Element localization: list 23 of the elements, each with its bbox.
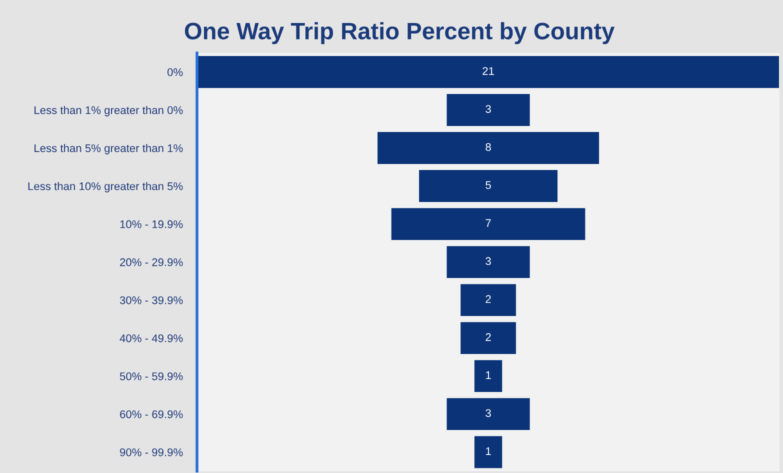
data-label: 3 xyxy=(486,409,491,418)
category-label: Less than 1% greater than 0% xyxy=(34,106,183,116)
data-label: 8 xyxy=(486,143,491,151)
data-label: 3 xyxy=(486,105,491,113)
category-label: 50% - 59.9% xyxy=(120,372,183,380)
data-label: 5 xyxy=(486,181,491,189)
category-label: Less than 10% greater than 5% xyxy=(28,182,183,192)
category-label: 90% - 99.9% xyxy=(120,448,183,456)
category-label: Less than 5% greater than 1% xyxy=(34,144,183,154)
data-label: 2 xyxy=(486,333,491,341)
data-label: 3 xyxy=(486,257,491,266)
data-label: 2 xyxy=(486,295,491,303)
category-label: 40% - 49.9% xyxy=(120,334,183,342)
category-label: 60% - 69.9% xyxy=(120,410,183,418)
data-label: 21 xyxy=(482,67,494,75)
text: One Way Trip Ratio Percent by County xyxy=(184,22,615,44)
data-label: 7 xyxy=(486,219,491,227)
category-label: 10% - 19.9% xyxy=(120,220,183,228)
data-label: 1 xyxy=(486,371,491,379)
category-label: 30% - 39.9% xyxy=(120,296,183,304)
category-label: 20% - 29.9% xyxy=(120,258,183,266)
category-label: 0% xyxy=(167,68,183,76)
data-label: 1 xyxy=(486,447,491,455)
